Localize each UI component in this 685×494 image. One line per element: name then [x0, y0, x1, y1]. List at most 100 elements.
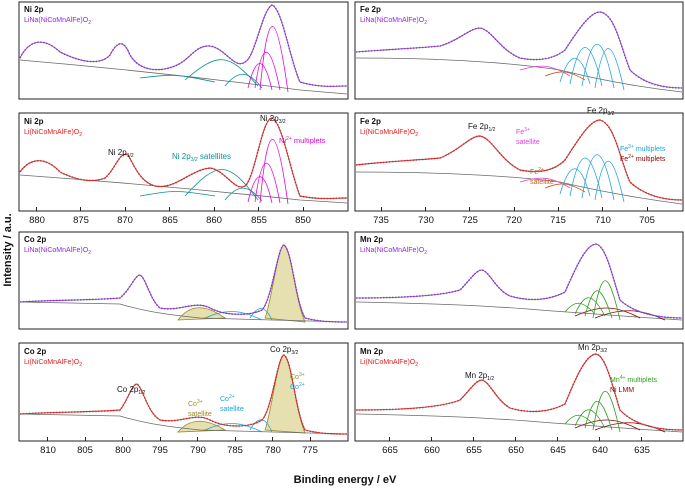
x-tick-label: 795	[152, 445, 168, 456]
annotation-fe3-satellite-word: satellite	[516, 139, 540, 146]
satellite-peak	[139, 74, 216, 83]
x-tick-label: 635	[634, 445, 650, 456]
satellite-peak	[139, 191, 216, 197]
annotation-ni-2p32: Ni 2p3/2	[260, 114, 286, 125]
ni-lmm-peak	[574, 419, 641, 431]
main-peak	[259, 138, 289, 205]
ni-bottom-xaxis: 880 875 870 865 860 855 850	[29, 207, 311, 226]
x-tick-label: 735	[373, 215, 389, 226]
co2-peak	[249, 308, 273, 321]
main-peak	[254, 52, 281, 91]
baseline	[19, 174, 348, 204]
x-axis-label: Binding energy / eV	[294, 474, 397, 486]
baseline	[19, 301, 348, 323]
multiplet-peak	[559, 168, 591, 197]
multiplet-peak	[564, 302, 596, 315]
panel-fe-bottom: Fe 2p Li(NiCoMnAlFe)O2 Fe 2p1/2 Fe 2p3/2…	[354, 106, 684, 226]
mn-top-curves	[355, 243, 683, 321]
x-tick-label: 880	[29, 215, 45, 226]
main-peak	[247, 176, 273, 204]
panel-sample-label: Li(NiCoMnAlFe)O2	[360, 129, 418, 138]
x-tick-label: 870	[117, 215, 133, 226]
panel-frame	[18, 342, 349, 442]
panel-frame	[18, 112, 349, 212]
panel-sample-label: LiNa(NiCoMnAlFe)O2	[360, 17, 427, 26]
annotation-fe-2p12: Fe 2p1/2	[468, 122, 496, 133]
annotation-fe2-satellite-word: satellite	[530, 179, 554, 186]
co-bottom-xaxis: 810 805 800 795 790 785 780 775	[40, 437, 318, 456]
multiplet-peak	[594, 161, 625, 203]
panel-sample-label: Li(NiCoMnAlFe)O2	[24, 359, 82, 368]
annotation-fe2-satellite: Fe2+	[530, 167, 544, 176]
multiplet-peak	[559, 58, 591, 85]
co3-peak-fill	[264, 354, 306, 434]
satellite-peak	[224, 73, 263, 89]
panel-fe-top: Fe 2p LiNa(NiCoMnAlFe)O2	[354, 1, 684, 100]
panel-frame	[354, 1, 684, 100]
panel-frame	[354, 112, 684, 212]
x-tick-label: 715	[550, 215, 566, 226]
x-tick-label: 705	[639, 215, 655, 226]
annotation-co-2p12: Co 2p1/2	[117, 385, 146, 396]
x-tick-label: 800	[115, 445, 131, 456]
y-axis-label: Intensity / a.u.	[2, 213, 14, 286]
co3-peak-fill	[264, 244, 306, 323]
satellite-peak	[184, 59, 259, 87]
x-tick-label: 855	[251, 215, 267, 226]
satellite-peak	[519, 65, 571, 77]
ni-bottom-curves	[19, 117, 348, 205]
x-tick-label: 650	[508, 445, 524, 456]
x-tick-label: 665	[382, 445, 398, 456]
panel-mn-top: Mn 2p LiNa(NiCoMnAlFe)O2	[354, 231, 684, 330]
x-tick-label: 780	[265, 445, 281, 456]
panel-element-label: Ni 2p	[24, 5, 44, 14]
annotation-ni-multiplets: Ni2+ multiplets	[279, 136, 326, 145]
panel-co-top: Co 2p LiNa(NiCoMnAlFe)O2	[18, 231, 349, 330]
multiplet-peak	[592, 391, 621, 433]
ni-top-curves	[19, 4, 348, 95]
panel-ni-bottom: Ni 2p Li(NiCoMnAlFe)O2 Ni 2p1/2 Ni 2p3/2…	[18, 112, 349, 226]
x-tick-label: 805	[77, 445, 93, 456]
x-tick-label: 790	[190, 445, 206, 456]
envelope	[355, 243, 683, 319]
satellite-peak	[544, 183, 586, 193]
panel-element-label: Mn 2p	[360, 347, 383, 356]
x-tick-label: 810	[40, 445, 56, 456]
multiplet-peak	[592, 280, 621, 321]
satellite-peak	[184, 169, 259, 201]
fit-line	[355, 353, 683, 431]
fit-line	[19, 4, 348, 87]
panel-element-label: Fe 2p	[360, 5, 381, 14]
x-tick-label: 730	[418, 215, 434, 226]
fe-top-curves	[355, 11, 683, 93]
multiplet-peak	[594, 48, 625, 91]
panel-element-label: Co 2p	[24, 235, 46, 244]
fe-bottom-xaxis: 735 730 725 720 715 710 705	[373, 207, 655, 226]
annotation-fe2-multiplets: Fe2+ multiplets	[620, 154, 666, 163]
panel-element-label: Mn 2p	[360, 235, 383, 244]
annotation-mn4-multiplets: Mn4+ multiplets	[610, 375, 657, 384]
x-tick-label: 775	[302, 445, 318, 456]
fit-line	[355, 243, 683, 319]
x-tick-label: 875	[73, 215, 89, 226]
annotation-co3-satellite-word: satellite	[188, 411, 212, 418]
ni-lmm-peak	[594, 422, 666, 433]
annotation-co3: Co3+	[290, 372, 305, 381]
satellite-peak	[544, 71, 586, 81]
co-top-curves	[19, 244, 348, 323]
panel-sample-label: LiNa(NiCoMnAlFe)O2	[24, 17, 91, 26]
panel-sample-label: Li(NiCoMnAlFe)O2	[360, 359, 418, 368]
multiplet-peak	[574, 297, 606, 317]
multiplet-peak	[584, 290, 613, 319]
baseline	[19, 413, 348, 435]
multiplet-peak	[581, 154, 615, 201]
panel-sample-label: LiNa(NiCoMnAlFe)O2	[360, 247, 427, 256]
baseline	[355, 171, 683, 205]
co-bottom-curves	[19, 354, 348, 435]
baseline	[355, 57, 683, 93]
fit-line	[19, 117, 348, 199]
panel-mn-bottom: Mn 2p Li(NiCoMnAlFe)O2 Mn 2p1/2 Mn 2p3/2…	[354, 342, 684, 456]
ni-lmm-peak	[594, 310, 666, 321]
annotation-mn-2p32: Mn 2p3/2	[578, 343, 607, 354]
panel-element-label: Co 2p	[24, 347, 46, 356]
